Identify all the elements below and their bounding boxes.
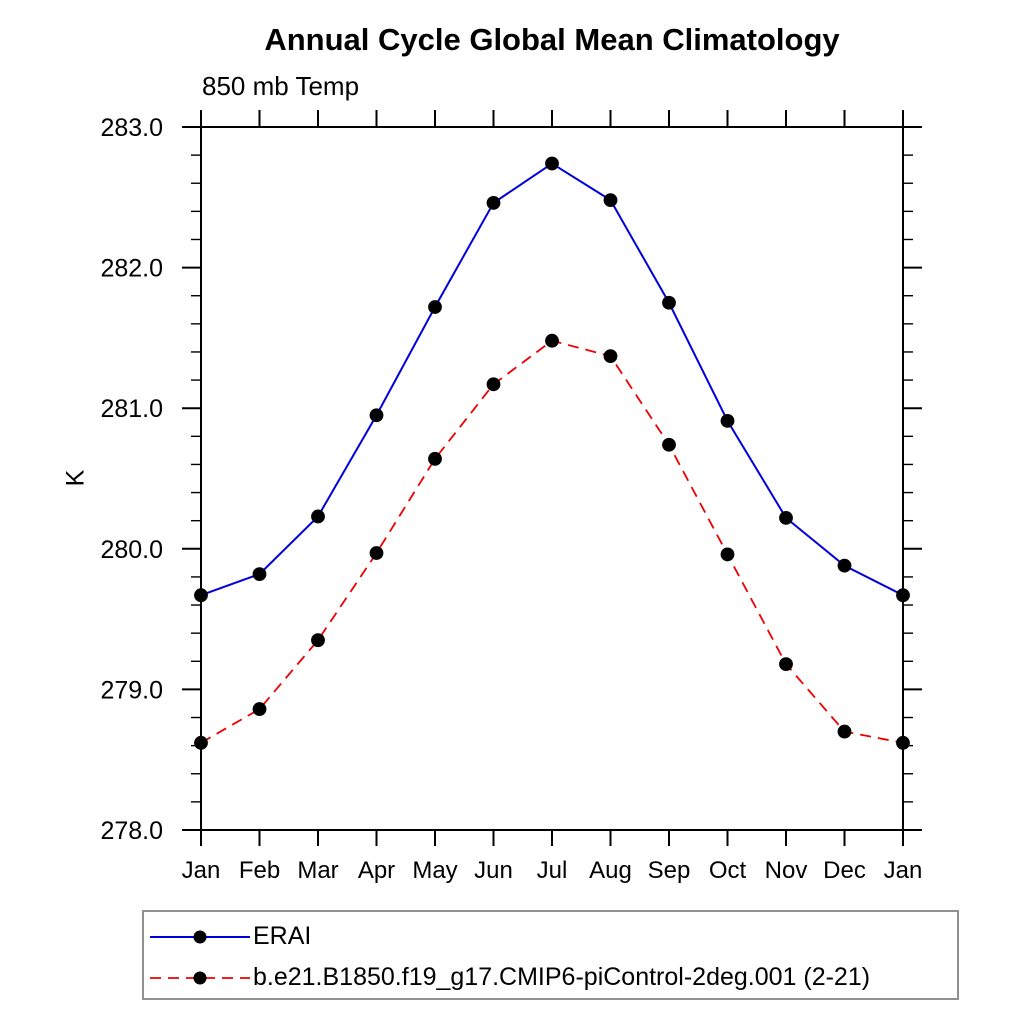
y-tick-label: 280.0 (100, 536, 163, 564)
erai-data-point-marker (311, 509, 325, 524)
model-data-point-marker (252, 702, 267, 716)
model-data-point-marker (545, 333, 559, 348)
y-tick-label: 278.0 (100, 817, 163, 845)
model-data-point-marker (486, 377, 501, 392)
legend: ERAI b.e21.B1850.f19_g17.CMIP6-piControl… (142, 910, 959, 1000)
x-tick-label: Jan (182, 857, 221, 884)
erai-data-point-marker (779, 510, 793, 525)
x-tick-label: Feb (239, 857, 280, 884)
x-tick-label: Aug (589, 857, 632, 884)
erai-data-point-marker (252, 567, 267, 582)
model-line-sample (150, 971, 250, 984)
model-data-point-marker (896, 735, 910, 750)
x-tick-label: Sep (648, 857, 691, 884)
legend-item-model: b.e21.B1850.f19_g17.CMIP6-piControl-2deg… (144, 957, 957, 998)
x-tick-label: Dec (823, 857, 866, 884)
x-tick-label: Nov (765, 857, 808, 884)
legend-item-erai: ERAI (144, 916, 957, 957)
erai-series-line (200, 162, 904, 597)
y-tick-label: 279.0 (100, 676, 163, 704)
model-data-point-marker (603, 349, 618, 364)
model-data-point-marker (837, 724, 852, 739)
erai-line-sample (150, 930, 250, 943)
x-tick-label: May (412, 857, 457, 884)
x-tick-label: Oct (709, 857, 747, 884)
model-data-point-marker (194, 735, 208, 750)
erai-data-point-marker (603, 193, 618, 208)
erai-data-point-marker (369, 408, 384, 423)
plot-frame (200, 126, 904, 831)
y-tick-label: 282.0 (100, 255, 163, 283)
model-series-line (200, 339, 904, 744)
model-data-point-marker (428, 451, 442, 466)
x-tick-label: Jun (474, 857, 513, 884)
erai-data-point-marker (837, 558, 852, 573)
x-tick-label: Mar (297, 857, 338, 884)
erai-data-point-marker (896, 588, 910, 603)
erai-data-point-marker (428, 300, 442, 314)
model-data-point-marker (720, 547, 735, 562)
y-tick-label: 281.0 (100, 395, 163, 423)
erai-data-point-marker (545, 156, 559, 171)
model-data-point-marker (369, 546, 384, 560)
erai-data-point-marker (720, 413, 735, 428)
y-tick-label: 283.0 (100, 114, 163, 142)
x-tick-label: Jul (537, 857, 568, 884)
chart-subtitle: 850 mb Temp (202, 71, 360, 101)
model-data-point-marker (779, 657, 793, 671)
legend-label-model: b.e21.B1850.f19_g17.CMIP6-piControl-2deg… (253, 963, 871, 991)
model-data-point-marker (662, 437, 676, 452)
erai-data-point-marker (662, 295, 676, 310)
legend-sample-marker (193, 930, 207, 943)
legend-label-erai: ERAI (253, 922, 312, 950)
chart-title: Annual Cycle Global Mean Climatology (264, 22, 840, 57)
x-tick-label: Apr (358, 857, 395, 884)
legend-sample-marker (193, 971, 207, 984)
model-data-point-marker (311, 633, 325, 648)
erai-data-point-marker (486, 196, 501, 210)
erai-data-point-marker (194, 588, 208, 603)
x-tick-label: Jan (884, 857, 923, 884)
